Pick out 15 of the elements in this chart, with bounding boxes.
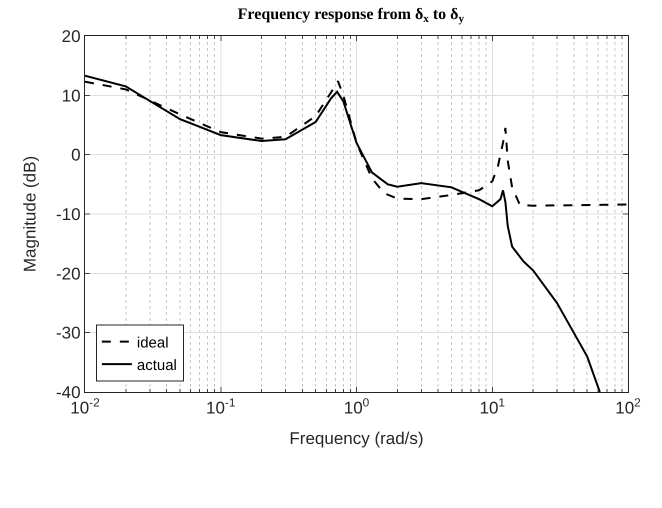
y-tick-label: 0 xyxy=(71,146,81,165)
legend-label: actual xyxy=(136,356,177,374)
x-tick-label: 10$^{0}$ xyxy=(344,395,370,418)
x-tick-label: 10$^{2}$ xyxy=(615,395,642,418)
x-tick-label: 10$^{-1}$ xyxy=(206,395,236,418)
y-tick-label: 10 xyxy=(62,86,81,106)
legend-label: ideal xyxy=(136,334,169,352)
x-tick-label: 10$^{1}$ xyxy=(479,395,506,418)
y-tick-label: -30 xyxy=(56,324,81,343)
y-tick-label: 20 xyxy=(62,26,81,46)
y-tick-label: -20 xyxy=(56,264,81,284)
x-axis-title: Frequency (rad/s) xyxy=(289,428,424,448)
y-axis-title: Magnitude (dB) xyxy=(20,156,40,272)
chart-title: Frequency response from δ$_{x}$ to δ$_{y}$ xyxy=(238,6,464,26)
y-tick-label: -10 xyxy=(56,204,81,224)
